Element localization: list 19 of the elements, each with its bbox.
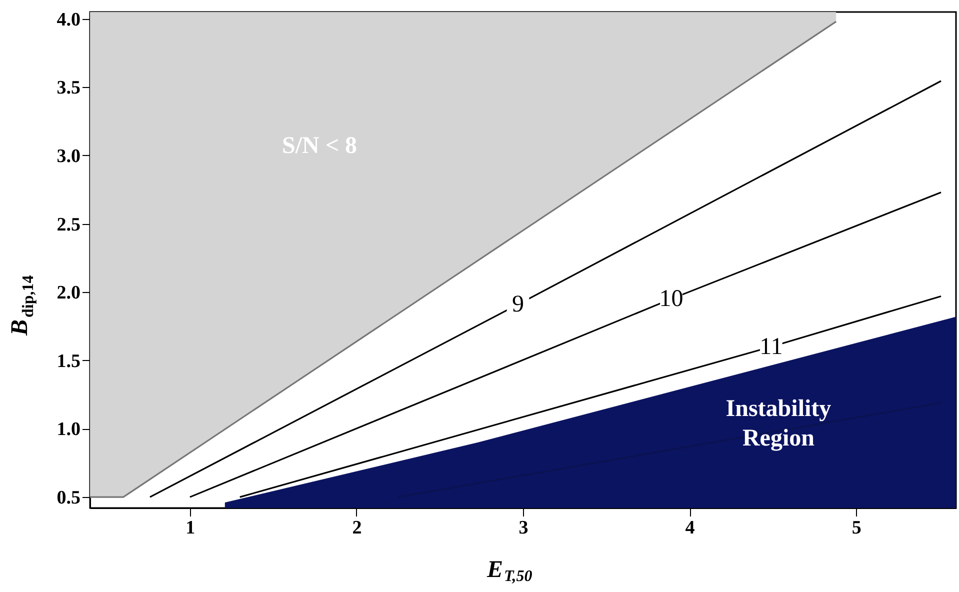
x-tick-label: 2 [352, 518, 362, 538]
y-tick-label: 4.0 [56, 9, 80, 30]
y-tick-label: 3.0 [56, 146, 80, 167]
x-tick-label: 1 [186, 518, 196, 538]
y-tick-label: 0.5 [56, 488, 80, 509]
y-tick-label: 2.0 [56, 282, 80, 304]
x-tick-label: 3 [518, 518, 528, 538]
x-tick-label: 4 [685, 518, 696, 538]
y-tick-label: 1.0 [56, 419, 80, 440]
series-label: 9 [512, 291, 524, 318]
y-axis-title: Bdip,14 [7, 275, 37, 337]
y-tick-label: 1.5 [56, 350, 80, 372]
series-label: 11 [760, 334, 783, 360]
series-label: 10 [659, 286, 684, 312]
annotation: Region [742, 426, 814, 452]
y-tick-label: 3.5 [56, 78, 80, 99]
annotation: Instability [726, 396, 832, 422]
x-tick-label: 5 [852, 518, 862, 538]
y-tick-label: 2.5 [56, 214, 80, 236]
